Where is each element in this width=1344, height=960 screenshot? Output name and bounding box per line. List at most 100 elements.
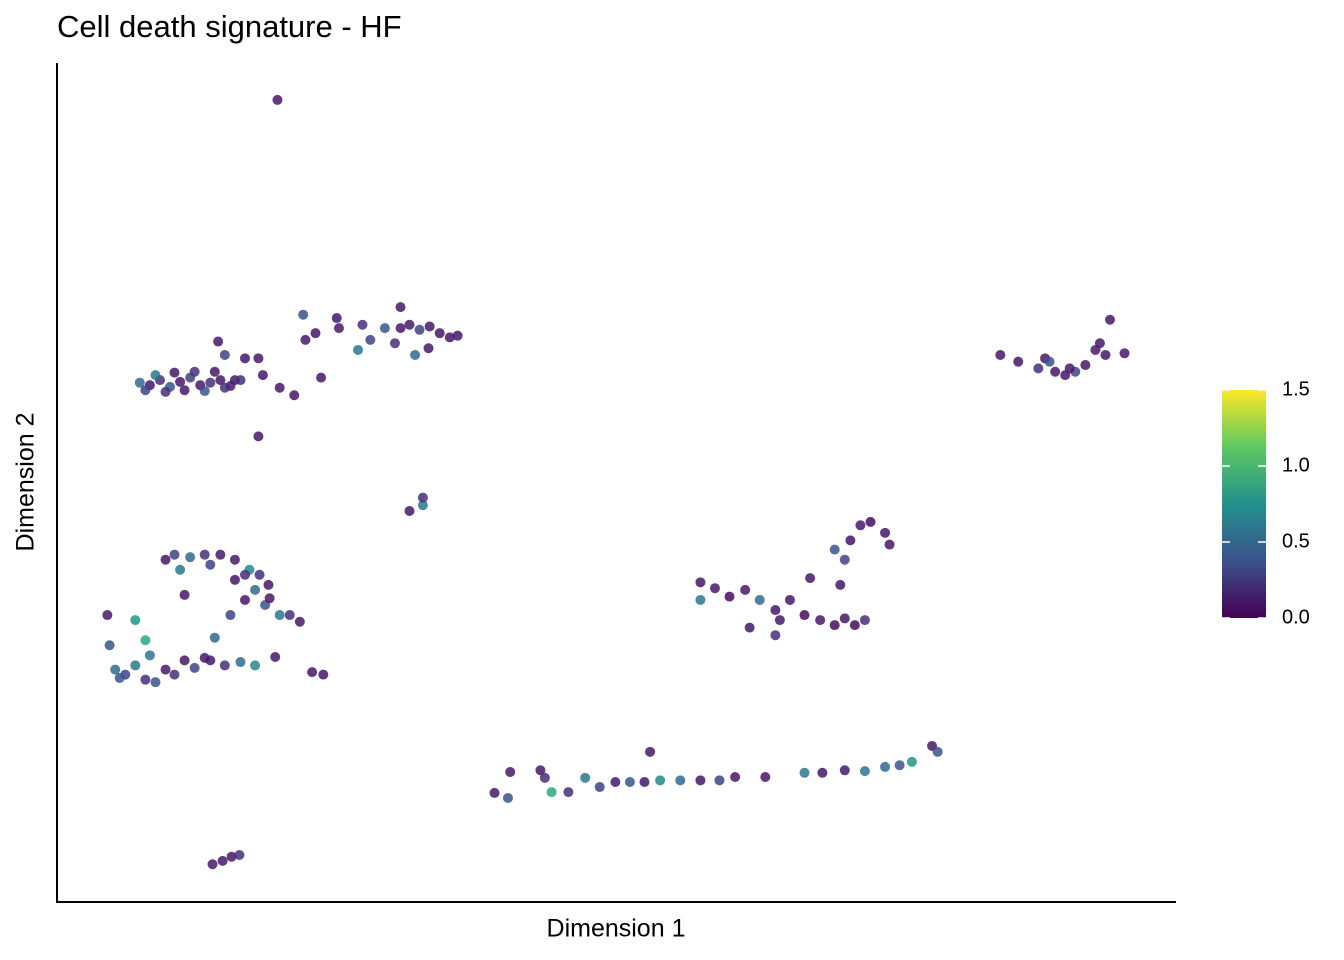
point — [799, 610, 810, 621]
point — [213, 336, 224, 347]
point — [839, 765, 850, 776]
point — [580, 772, 591, 783]
point — [434, 328, 445, 339]
point — [414, 324, 425, 335]
point — [160, 664, 171, 675]
point — [284, 610, 295, 621]
point — [102, 610, 113, 621]
point — [199, 549, 210, 560]
point — [417, 492, 428, 503]
point — [307, 667, 318, 678]
point — [675, 775, 686, 786]
point — [695, 775, 706, 786]
point — [189, 662, 200, 673]
y-axis-label: Dimension 2 — [12, 413, 40, 552]
point — [740, 584, 751, 595]
point — [234, 850, 245, 861]
point — [395, 302, 406, 313]
point — [318, 669, 329, 680]
point — [205, 559, 216, 570]
point — [110, 664, 121, 675]
point — [1033, 363, 1044, 374]
point — [298, 309, 309, 320]
colorbar-tick-label: 1.0 — [1282, 454, 1310, 476]
point — [884, 539, 895, 550]
point — [254, 569, 265, 580]
point — [645, 746, 656, 757]
point — [134, 377, 145, 388]
point — [365, 334, 376, 345]
point — [215, 375, 226, 386]
point — [239, 353, 250, 364]
point — [274, 382, 285, 393]
point — [1050, 366, 1061, 377]
point — [229, 574, 240, 585]
point — [144, 650, 155, 661]
point — [404, 506, 415, 517]
point — [389, 338, 400, 349]
point — [865, 516, 876, 527]
point — [219, 382, 230, 393]
point — [724, 591, 735, 602]
point — [417, 500, 428, 511]
point — [114, 672, 125, 683]
point — [709, 583, 720, 594]
point — [799, 767, 810, 778]
point — [395, 323, 406, 334]
point — [774, 615, 785, 626]
point — [546, 787, 557, 798]
point — [235, 657, 246, 668]
point — [535, 765, 546, 776]
point — [452, 330, 463, 341]
point — [1064, 363, 1075, 374]
point — [817, 767, 828, 778]
point — [179, 589, 190, 600]
point — [760, 771, 771, 782]
point — [714, 775, 725, 786]
point — [253, 431, 264, 442]
point — [205, 377, 216, 388]
point — [140, 385, 151, 396]
point — [264, 593, 275, 604]
point — [423, 343, 434, 354]
point — [404, 319, 415, 330]
colorbar-tick-label: 0.5 — [1282, 530, 1310, 552]
point — [880, 527, 891, 538]
point — [815, 615, 826, 626]
point — [906, 756, 917, 767]
point — [219, 349, 230, 360]
point — [270, 652, 281, 663]
point — [444, 332, 455, 343]
point — [489, 787, 500, 798]
point — [1119, 348, 1130, 359]
point — [160, 554, 171, 565]
point — [379, 323, 390, 334]
point — [207, 859, 218, 870]
point — [179, 655, 190, 666]
point — [150, 677, 161, 688]
x-axis-label: Dimension 1 — [547, 915, 686, 943]
point — [424, 321, 435, 332]
point — [829, 544, 840, 555]
point — [189, 366, 200, 377]
point — [289, 390, 300, 401]
point — [1094, 338, 1105, 349]
chart-title: Cell death signature - HF — [57, 9, 402, 44]
point — [257, 370, 268, 381]
point — [140, 635, 151, 646]
point — [655, 775, 666, 786]
point — [1080, 360, 1091, 371]
point — [209, 632, 220, 643]
colorbar-tick-label: 1.5 — [1282, 378, 1310, 400]
point — [104, 640, 115, 651]
point — [839, 613, 850, 624]
point — [229, 554, 240, 565]
point — [880, 761, 891, 772]
point — [784, 594, 795, 605]
point — [225, 610, 236, 621]
point — [563, 787, 574, 798]
colorbar-tick-label: 0.0 — [1282, 606, 1310, 628]
point — [624, 777, 635, 788]
point — [199, 386, 210, 397]
